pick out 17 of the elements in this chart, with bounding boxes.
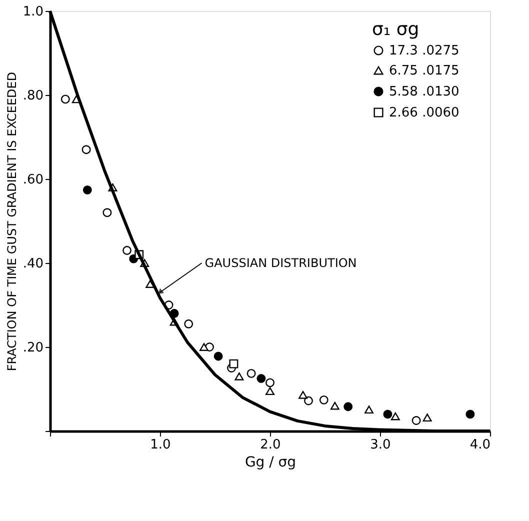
legend-label: 17.3 .0275	[389, 44, 460, 58]
y-tick-label: .80	[22, 88, 44, 104]
y-axis-title: FRACTION OF TIME GUST GRADIENT IS EXCEEDED	[4, 72, 19, 372]
legend-label: 6.75 .0175	[389, 64, 460, 78]
y-tick-label: .60	[22, 172, 44, 188]
x-axis-title: Gg / σg	[244, 454, 296, 470]
x-tick-label: 3.0	[370, 438, 391, 452]
legend-title: σ₁ σg	[372, 19, 420, 40]
x-tick-label: 4.0	[470, 438, 490, 452]
legend-label: 5.58 .0130	[389, 84, 460, 100]
legend-label: 2.66 .0060	[389, 106, 460, 120]
x-tick-label: 1.0	[150, 438, 171, 452]
x-tick-label: 2.0	[260, 438, 281, 452]
annotation: GAUSSIAN DISTRIBUTION	[204, 256, 357, 270]
y-tick-label: .40	[22, 256, 44, 272]
y-tick-label: .20	[22, 340, 44, 356]
y-tick-label: 1.0	[22, 4, 44, 20]
